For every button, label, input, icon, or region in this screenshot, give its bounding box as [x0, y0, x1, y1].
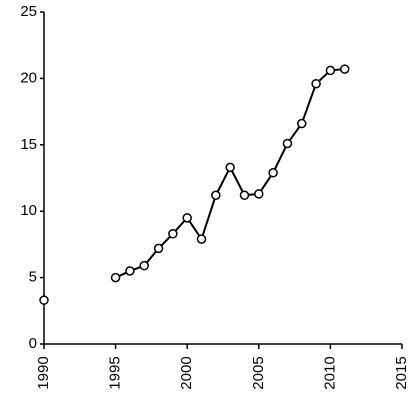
- y-tick-label: 20: [20, 69, 37, 86]
- line: [115, 68, 345, 279]
- marker: [311, 78, 321, 89]
- marker: [211, 190, 221, 201]
- marker: [196, 234, 207, 244]
- marker: [225, 162, 235, 173]
- marker: [268, 167, 278, 178]
- marker: [325, 65, 336, 76]
- y-tick-label: 0: [29, 335, 37, 352]
- x-tick-label: 1990: [35, 356, 52, 389]
- marker: [153, 243, 164, 254]
- y-tick-label: 10: [20, 202, 37, 219]
- marker: [110, 272, 121, 283]
- x-tick-label: 2000: [178, 356, 195, 389]
- marker: [239, 190, 250, 201]
- marker: [168, 229, 178, 239]
- marker: [125, 266, 135, 276]
- marker: [297, 118, 307, 129]
- marker: [282, 138, 293, 149]
- x-tick-label: 2010: [321, 356, 338, 389]
- y-tick-label: 5: [29, 269, 37, 286]
- x-tick-label: 2015: [393, 356, 410, 389]
- marker: [339, 64, 350, 74]
- x-tick-label: 1995: [107, 356, 124, 389]
- marker: [254, 189, 264, 199]
- y-tick-label: 25: [20, 3, 37, 20]
- x-tick-label: 2005: [250, 356, 267, 389]
- marker: [182, 213, 192, 223]
- marker: [39, 295, 49, 305]
- y-tick-label: 15: [20, 136, 37, 153]
- marker: [139, 260, 149, 271]
